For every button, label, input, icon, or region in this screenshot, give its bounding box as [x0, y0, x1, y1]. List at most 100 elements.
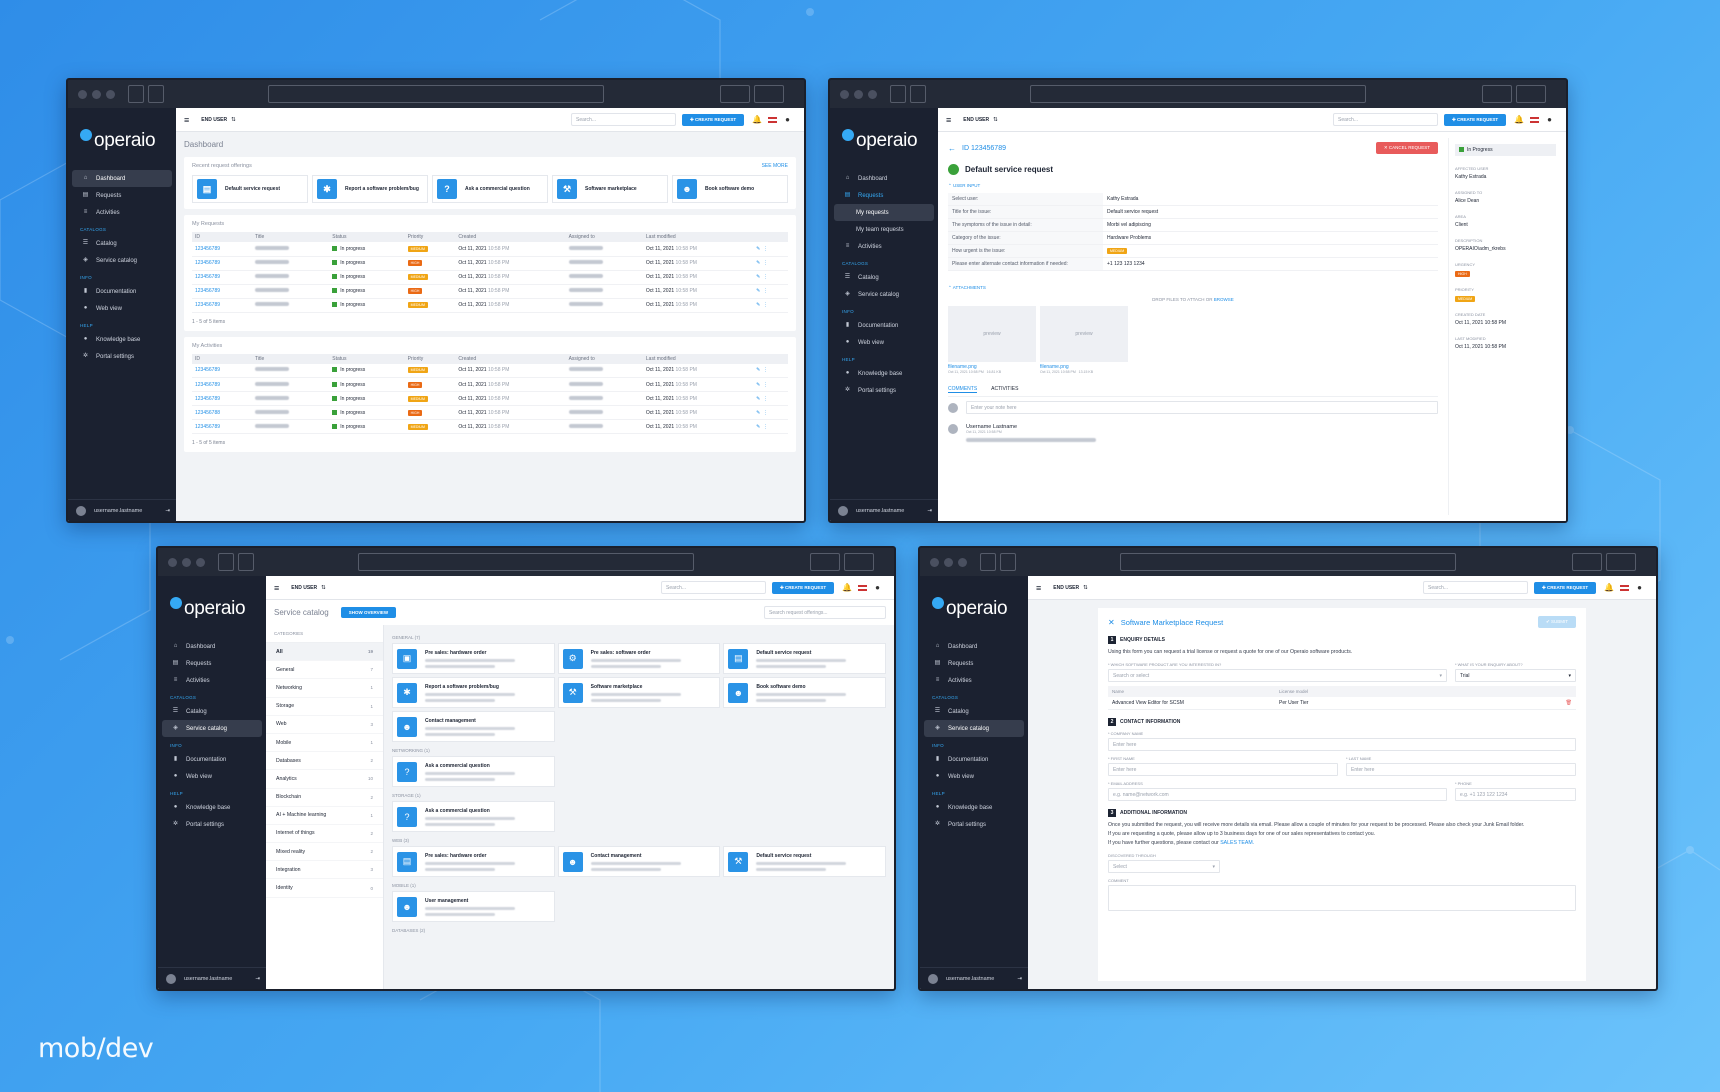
address-bar[interactable] — [358, 553, 694, 571]
column-header[interactable]: ID — [192, 232, 252, 242]
offering-tile[interactable]: ✱ Report a software problem/bug — [392, 677, 555, 708]
table-row[interactable]: 123456789 In progress HIGH Oct 11, 2021 10:… — [192, 284, 788, 299]
sidebar-item-activities[interactable]: ≡ Activities — [173, 677, 210, 684]
user-icon[interactable]: ● — [785, 115, 790, 124]
more-icon[interactable]: ⋮ — [763, 367, 769, 374]
request-id-link[interactable]: 123456789 — [195, 302, 221, 308]
submit-button[interactable]: ✔ SUBMIT — [1537, 616, 1576, 628]
sidebar-item-service-catalog[interactable]: ◈ Service catalog — [83, 257, 138, 264]
sidebar-item-service-catalog[interactable]: ◈ Service catalog — [924, 720, 1024, 737]
sidebar-item-documentation[interactable]: ▮ Documentation — [845, 322, 899, 329]
offering-tile[interactable]: ▤ Default service request — [723, 643, 886, 674]
logo[interactable]: operaio — [830, 108, 938, 160]
sidebar-item-catalog[interactable]: ☰ Catalog — [82, 240, 117, 247]
bell-icon[interactable]: 🔔 — [752, 115, 763, 124]
search-input[interactable]: Search... — [660, 581, 766, 594]
table-row[interactable]: 123456789 In progress MEDIUM Oct 11, 2021 1… — [192, 298, 788, 313]
edit-icon[interactable]: ✎ — [756, 260, 761, 266]
column-header[interactable]: Assigned to — [565, 353, 643, 364]
category-item[interactable]: Identity 0 — [266, 879, 383, 898]
show-overview-button[interactable]: SHOW OVERVIEW — [340, 607, 397, 618]
sidebar-item-catalog[interactable]: ☰ Catalog — [934, 708, 969, 715]
logout-icon[interactable]: ⇥ — [255, 975, 260, 982]
offering-tile[interactable]: ☻ Contact management — [557, 846, 721, 877]
table-row[interactable]: 123456789 In progress MEDIUM Oct 11, 2021 1… — [192, 363, 788, 378]
offering-tile[interactable]: ⚒ Default service request — [723, 846, 886, 877]
table-row[interactable]: 123456789 In progress HIGH Oct 11, 2021 10:… — [192, 256, 788, 271]
offering-tile[interactable]: ⚒ Software marketplace — [557, 677, 721, 708]
tab-activities[interactable]: ACTIVITIES — [991, 386, 1019, 392]
more-icon[interactable]: ⋮ — [763, 409, 769, 416]
column-header[interactable]: Title — [251, 232, 330, 242]
column-header[interactable]: Priority — [404, 232, 456, 242]
menu-icon[interactable]: ≡ — [274, 582, 280, 593]
switch-icon[interactable]: ⇅ — [321, 584, 326, 591]
trash-icon[interactable]: 🗑 — [1565, 700, 1572, 706]
column-header[interactable]: Last modified — [642, 232, 754, 242]
sidebar-item-knowledge-base[interactable]: ● Knowledge base — [83, 336, 141, 343]
request-id-link[interactable]: 123456788 — [195, 409, 221, 416]
flag-icon[interactable] — [1530, 116, 1540, 123]
category-item[interactable]: General 7 — [266, 661, 383, 680]
edit-icon[interactable]: ✎ — [756, 409, 761, 416]
enquiry-select[interactable]: Trial ▾ — [1454, 669, 1576, 682]
search-input[interactable]: Search... — [570, 113, 676, 126]
logo[interactable]: operaio — [158, 576, 266, 628]
sidebar-item-portal-settings[interactable]: ✲ Portal settings — [934, 821, 987, 828]
sidebar-item-catalog[interactable]: ☰ Catalog — [172, 708, 207, 715]
sidebar-item-requests[interactable]: ▤ Requests — [172, 660, 212, 667]
edit-icon[interactable]: ✎ — [756, 381, 761, 388]
request-id-link[interactable]: 123456789 — [195, 367, 221, 374]
create-request-button[interactable]: ✚ CREATE REQUEST — [1533, 581, 1597, 594]
sidebar-item-service-catalog[interactable]: ◈ Service catalog — [845, 291, 900, 298]
user-footer[interactable]: username.lastname ⇥ — [920, 967, 1028, 989]
sidebar-item-dashboard[interactable]: ⌂ Dashboard — [72, 170, 172, 187]
sidebar-item-activities[interactable]: ≡ Activities — [935, 677, 972, 684]
discovered-select[interactable]: Select ▾ — [1108, 860, 1220, 873]
column-header[interactable]: Status — [329, 353, 405, 364]
table-row[interactable]: 123456789 In progress HIGH Oct 11, 2021 10:… — [192, 377, 788, 392]
request-id-link[interactable]: 123456789 — [195, 381, 221, 388]
table-row[interactable]: 123456789 In progress MEDIUM Oct 11, 2021 1… — [192, 391, 788, 406]
table-row[interactable]: 123456788 In progress HIGH Oct 11, 2021 10:… — [192, 405, 788, 420]
user-footer[interactable]: username.lastname ⇥ — [68, 499, 176, 521]
request-id-link[interactable]: 123456789 — [195, 423, 221, 430]
sidebar-item-portal-settings[interactable]: ✲ Portal settings — [82, 353, 135, 360]
category-item[interactable]: Web 3 — [266, 716, 383, 734]
more-icon[interactable]: ⋮ — [763, 245, 769, 252]
category-item[interactable]: Mobile 1 — [266, 734, 383, 753]
search-input[interactable]: Search... — [1422, 581, 1528, 594]
category-item[interactable]: AI + Machine learning 1 — [266, 807, 383, 825]
attachments-toggle[interactable]: ⌃ ATTACHMENTS — [948, 285, 986, 290]
sidebar-item-documentation[interactable]: ▮ Documentation — [935, 756, 989, 763]
switch-icon[interactable]: ⇅ — [231, 116, 236, 123]
sidebar-item-requests[interactable]: ▤ Requests — [844, 192, 884, 199]
edit-icon[interactable]: ✎ — [756, 423, 761, 430]
column-header[interactable]: Last modified — [642, 353, 754, 364]
logout-icon[interactable]: ⇥ — [1017, 975, 1022, 982]
offering-tile[interactable]: ? Ask a commercial question — [432, 175, 548, 203]
sidebar-item-dashboard[interactable]: ⌂ Dashboard — [173, 643, 216, 650]
offering-tile[interactable]: ⚙ Pre sales: software order — [557, 643, 721, 674]
logo[interactable]: operaio — [68, 108, 176, 160]
column-header[interactable]: Status — [329, 232, 405, 242]
sidebar-item-documentation[interactable]: ▮ Documentation — [83, 288, 137, 295]
switch-icon[interactable]: ⇅ — [1083, 584, 1088, 591]
edit-icon[interactable]: ✎ — [756, 274, 761, 280]
offering-tile[interactable]: ? Ask a commercial question — [392, 756, 555, 787]
sidebar-item-web-view[interactable]: ● Web view — [845, 339, 884, 346]
user-footer[interactable]: username.lastname ⇥ — [158, 967, 266, 989]
user-footer[interactable]: username.lastname ⇥ — [830, 499, 938, 521]
request-id-link[interactable]: 123456789 — [195, 288, 221, 294]
cancel-request-button[interactable]: ✕ CANCEL REQUEST — [1375, 142, 1438, 154]
sidebar-item-knowledge-base[interactable]: ● Knowledge base — [173, 804, 231, 811]
edit-icon[interactable]: ✎ — [756, 245, 761, 252]
flag-icon[interactable] — [1620, 584, 1630, 591]
edit-icon[interactable]: ✎ — [756, 288, 761, 294]
address-bar[interactable] — [1030, 85, 1366, 103]
more-icon[interactable]: ⋮ — [763, 288, 769, 294]
offering-tile[interactable]: ▣ Pre sales: hardware order — [392, 643, 555, 674]
category-item[interactable]: Mixed reality 2 — [266, 843, 383, 862]
see-more-link[interactable]: SEE MORE — [761, 163, 788, 169]
sidebar-item-web-view[interactable]: ● Web view — [173, 773, 212, 780]
